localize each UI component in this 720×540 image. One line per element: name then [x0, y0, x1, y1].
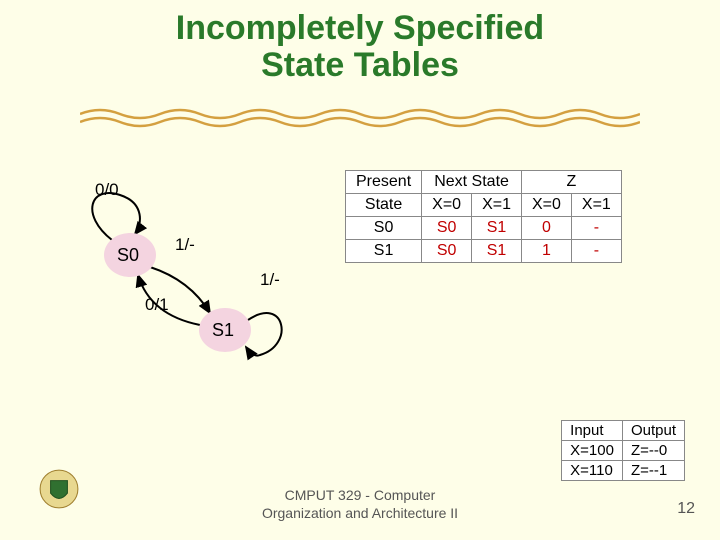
edge-s1-s0-label: 0/1 — [145, 295, 169, 314]
hdr-output: Output — [622, 421, 684, 441]
title-line1: Incompletely Specified — [0, 10, 720, 47]
table-row: S0 S0 S1 0 - — [346, 217, 622, 240]
edge-s0-self-label: 0/0 — [95, 180, 119, 199]
footer-line2: Organization and Architecture II — [262, 504, 458, 522]
table-row: Present Next State Z — [346, 171, 622, 194]
cell-in: X=100 — [562, 441, 623, 461]
cell-z1: - — [571, 217, 621, 240]
cell-ps: S0 — [346, 217, 422, 240]
io-table: Input Output X=100 Z=--0 X=110 Z=--1 — [561, 420, 685, 481]
cell-z1: - — [571, 240, 621, 263]
cell-out: Z=--0 — [622, 441, 684, 461]
cell-in: X=110 — [562, 461, 623, 481]
cell-nx0: S0 — [422, 240, 472, 263]
footer: CMPUT 329 - Computer Organization and Ar… — [262, 486, 458, 522]
cell-nx1: S1 — [472, 240, 522, 263]
state-s0-label: S0 — [117, 245, 139, 265]
table-row: Input Output — [562, 421, 685, 441]
hdr-x1a: X=1 — [472, 194, 522, 217]
cell-ps: S1 — [346, 240, 422, 263]
state-s1-label: S1 — [212, 320, 234, 340]
hdr-x1b: X=1 — [571, 194, 621, 217]
table-row: S1 S0 S1 1 - — [346, 240, 622, 263]
footer-line1: CMPUT 329 - Computer — [262, 486, 458, 504]
cell-nx1: S1 — [472, 217, 522, 240]
table-row: X=100 Z=--0 — [562, 441, 685, 461]
hdr-next: Next State — [422, 171, 522, 194]
cell-nx0: S0 — [422, 217, 472, 240]
page-number: 12 — [677, 500, 695, 518]
hdr-state: State — [346, 194, 422, 217]
state-table: Present Next State Z State X=0 X=1 X=0 X… — [345, 170, 622, 263]
hdr-x0a: X=0 — [422, 194, 472, 217]
hdr-x0b: X=0 — [521, 194, 571, 217]
slide-title: Incompletely Specified State Tables — [0, 0, 720, 85]
title-line2: State Tables — [0, 47, 720, 84]
edge-s1-self-label: 1/- — [260, 270, 280, 289]
state-diagram: S0 S1 0/0 1/- 0/1 1/- — [60, 175, 320, 375]
table-row: State X=0 X=1 X=0 X=1 — [346, 194, 622, 217]
table-row: X=110 Z=--1 — [562, 461, 685, 481]
cell-out: Z=--1 — [622, 461, 684, 481]
hdr-input: Input — [562, 421, 623, 441]
edge-s0-s1-label: 1/- — [175, 235, 195, 254]
cell-z0: 1 — [521, 240, 571, 263]
crest-icon — [38, 468, 80, 510]
title-underline — [80, 108, 640, 128]
hdr-z: Z — [521, 171, 621, 194]
hdr-present: Present — [346, 171, 422, 194]
cell-z0: 0 — [521, 217, 571, 240]
